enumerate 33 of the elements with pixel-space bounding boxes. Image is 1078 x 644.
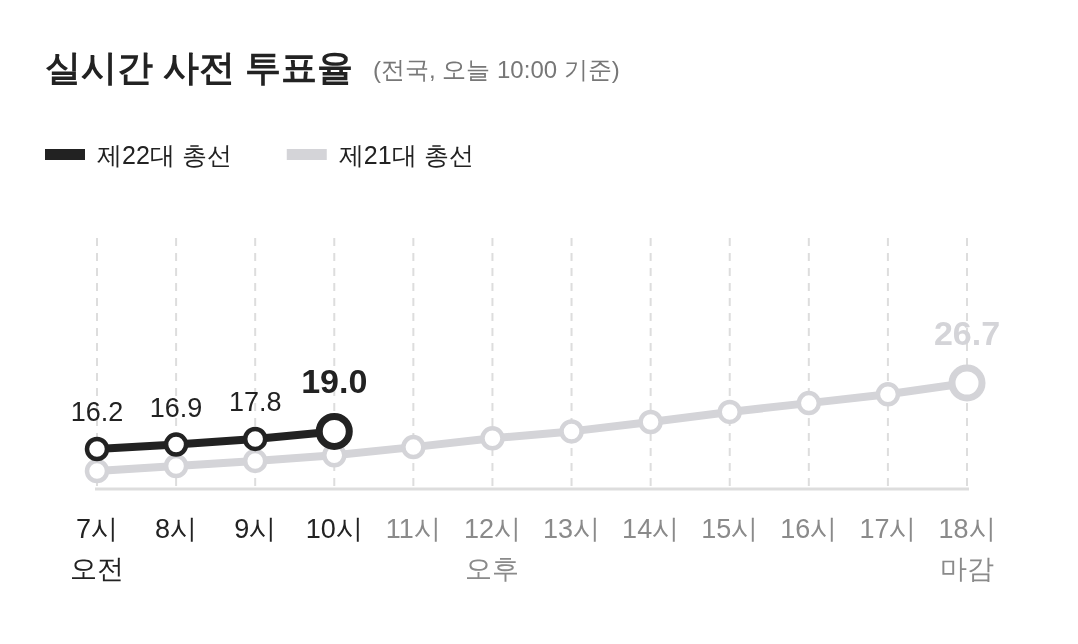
point [480,426,505,451]
x-tick-label: 9시 [234,514,277,544]
x-tick-label: 14시 [622,514,680,544]
point [875,382,901,407]
legend-label: 제22대 총선 [97,141,232,169]
x-tick-label: 15시 [701,514,759,544]
point [638,409,663,435]
legend-label: 제21대 총선 [338,141,474,169]
x-tick-label: 13시 [543,514,601,544]
point [84,436,110,462]
chart-title: 실시간 사전 투표율 [45,47,354,88]
point [717,399,742,425]
x-tick-label: 11시 [385,514,441,544]
point [559,419,584,444]
x-tick-label: 18시 마감 [938,514,996,584]
point [163,432,189,457]
x-tick-label: 17시 [859,514,917,544]
point [84,458,110,484]
x-tick-label: 16시 [780,514,838,544]
data-label: 17.8 [228,386,282,417]
point [242,426,268,452]
x-tick-label: 8시 [155,514,198,544]
point [401,434,426,460]
point [796,390,822,416]
data-label: 16.9 [149,392,203,423]
data-label: 19.0 [301,362,368,401]
point [163,453,189,479]
data-label: 16.2 [70,397,124,427]
point [242,448,268,474]
x-tick-label: 12시 오후 [463,514,521,584]
x-tick-label: 10시 [305,514,363,544]
x-tick-label: 7시 오전 [70,514,124,584]
chart-subtitle: (전국, 오늘 10:00 기준) [373,56,620,83]
